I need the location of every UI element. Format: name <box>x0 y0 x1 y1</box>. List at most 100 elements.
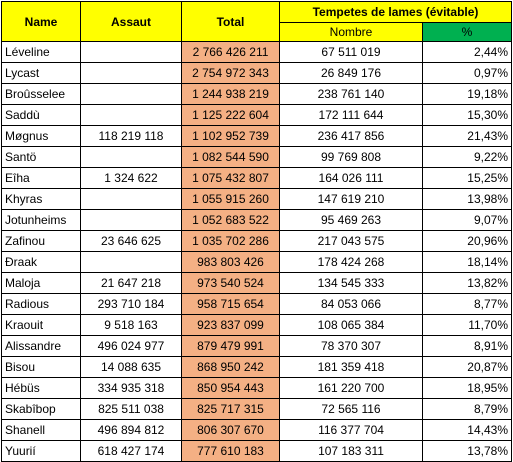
cell-nombre: 178 424 268 <box>279 251 423 273</box>
table-row: Ðraak 983 803 426 178 424 268 18,14% <box>1 251 512 273</box>
cell-assaut: 1 324 622 <box>80 167 182 189</box>
table-row: Radious 293 710 184 958 715 654 84 053 066 8… <box>1 293 512 315</box>
cell-nombre: 147 619 210 <box>279 188 423 210</box>
cell-assaut: 334 935 318 <box>80 377 182 399</box>
cell-name: Shanell <box>1 419 81 441</box>
cell-nombre: 84 053 066 <box>279 293 423 315</box>
cell-name: Yuurií <box>1 440 81 462</box>
cell-total: 958 715 654 <box>181 293 280 315</box>
cell-total: 1 244 938 219 <box>181 83 280 105</box>
cell-assaut: 23 646 625 <box>80 230 182 252</box>
cell-name: Jotunheims <box>1 209 81 231</box>
cell-total: 1 125 222 604 <box>181 104 280 126</box>
cell-assaut: 9 518 163 <box>80 314 182 336</box>
cell-assaut: 21 647 218 <box>80 272 182 294</box>
table-row: Kraouit 9 518 163 923 837 099 108 065 384 11… <box>1 314 512 336</box>
cell-assaut: 618 427 174 <box>80 440 182 462</box>
cell-nombre: 95 469 263 <box>279 209 423 231</box>
table-row: Saddù 1 125 222 604 172 111 644 15,30% <box>1 104 512 126</box>
cell-total: 868 950 242 <box>181 356 280 378</box>
cell-total: 1 102 952 739 <box>181 125 280 147</box>
cell-total: 1 052 683 522 <box>181 209 280 231</box>
cell-name: Lycast <box>1 62 81 84</box>
cell-assaut <box>80 188 182 210</box>
cell-total: 2 766 426 211 <box>181 41 280 63</box>
table-row: Eîha 1 324 622 1 075 432 807 164 026 111 15,… <box>1 167 512 189</box>
cell-assaut <box>80 83 182 105</box>
cell-assaut <box>80 62 182 84</box>
cell-total: 806 307 670 <box>181 419 280 441</box>
cell-assaut <box>80 41 182 63</box>
table-row: Hébüs 334 935 318 850 954 443 161 220 700 18… <box>1 377 512 399</box>
cell-assaut: 14 088 635 <box>80 356 182 378</box>
cell-name: Radious <box>1 293 81 315</box>
cell-name: Bisou <box>1 356 81 378</box>
cell-total: 1 035 702 286 <box>181 230 280 252</box>
table-row: Khyras 1 055 915 260 147 619 210 13,98% <box>1 188 512 210</box>
cell-pct: 2,44% <box>422 41 512 63</box>
cell-nombre: 217 043 575 <box>279 230 423 252</box>
header-pct: % <box>422 22 512 42</box>
table-row: Zafinou 23 646 625 1 035 702 286 217 043 57… <box>1 230 512 252</box>
cell-total: 2 754 972 343 <box>181 62 280 84</box>
cell-assaut: 496 894 812 <box>80 419 182 441</box>
cell-nombre: 107 183 311 <box>279 440 423 462</box>
cell-name: Skabîbop <box>1 398 81 420</box>
cell-name: Broûsselee <box>1 83 81 105</box>
cell-name: Kraouit <box>1 314 81 336</box>
cell-pct: 11,70% <box>422 314 512 336</box>
cell-name: Møgnus <box>1 125 81 147</box>
cell-pct: 19,18% <box>422 83 512 105</box>
cell-name: Eîha <box>1 167 81 189</box>
table-row: Broûsselee 1 244 938 219 238 761 140 19,18% <box>1 83 512 105</box>
cell-total: 1 082 544 590 <box>181 146 280 168</box>
cell-nombre: 108 065 384 <box>279 314 423 336</box>
cell-assaut: 825 511 038 <box>80 398 182 420</box>
cell-pct: 13,78% <box>422 440 512 462</box>
cell-total: 983 803 426 <box>181 251 280 273</box>
subheader-row: Nombre % <box>2 22 512 42</box>
cell-name: Khyras <box>1 188 81 210</box>
cell-pct: 13,82% <box>422 272 512 294</box>
cell-pct: 18,95% <box>422 377 512 399</box>
cell-nombre: 116 377 704 <box>279 419 423 441</box>
table-row: Maloja 21 647 218 973 540 524 134 545 333 13… <box>1 272 512 294</box>
cell-name: Maloja <box>1 272 81 294</box>
table-row: Shanell 496 894 812 806 307 670 116 377 704… <box>1 419 512 441</box>
cell-total: 973 540 524 <box>181 272 280 294</box>
cell-total: 825 717 315 <box>181 398 280 420</box>
table-row: Lycast 2 754 972 343 26 849 176 0,97% <box>1 62 512 84</box>
table-row: Bisou 14 088 635 868 950 242 181 359 418 20,… <box>1 356 512 378</box>
cell-assaut: 496 024 977 <box>80 335 182 357</box>
cell-nombre: 72 565 116 <box>279 398 423 420</box>
cell-nombre: 236 417 856 <box>279 125 423 147</box>
cell-total: 1 055 915 260 <box>181 188 280 210</box>
header-total: Total <box>181 1 280 42</box>
cell-pct: 15,30% <box>422 104 512 126</box>
cell-pct: 15,25% <box>422 167 512 189</box>
cell-name: Léveline <box>1 41 81 63</box>
cell-assaut: 118 219 118 <box>80 125 182 147</box>
cell-total: 850 954 443 <box>181 377 280 399</box>
table-body: Léveline 2 766 426 211 67 511 019 2,44% Lyca… <box>1 41 512 462</box>
cell-total: 1 075 432 807 <box>181 167 280 189</box>
cell-nombre: 67 511 019 <box>279 41 423 63</box>
table-row: Møgnus 118 219 118 1 102 952 739 236 417 85… <box>1 125 512 147</box>
cell-nombre: 172 111 644 <box>279 104 423 126</box>
cell-pct: 8,77% <box>422 293 512 315</box>
cell-nombre: 161 220 700 <box>279 377 423 399</box>
cell-nombre: 99 769 808 <box>279 146 423 168</box>
cell-name: Ðraak <box>1 251 81 273</box>
cell-name: Alissandre <box>1 335 81 357</box>
header-assaut: Assaut <box>80 1 182 42</box>
cell-pct: 9,07% <box>422 209 512 231</box>
cell-pct: 9,22% <box>422 146 512 168</box>
cell-name: Santö <box>1 146 81 168</box>
cell-pct: 20,96% <box>422 230 512 252</box>
cell-nombre: 181 359 418 <box>279 356 423 378</box>
cell-pct: 18,14% <box>422 251 512 273</box>
cell-name: Hébüs <box>1 377 81 399</box>
header-name: Name <box>1 1 81 42</box>
cell-nombre: 26 849 176 <box>279 62 423 84</box>
